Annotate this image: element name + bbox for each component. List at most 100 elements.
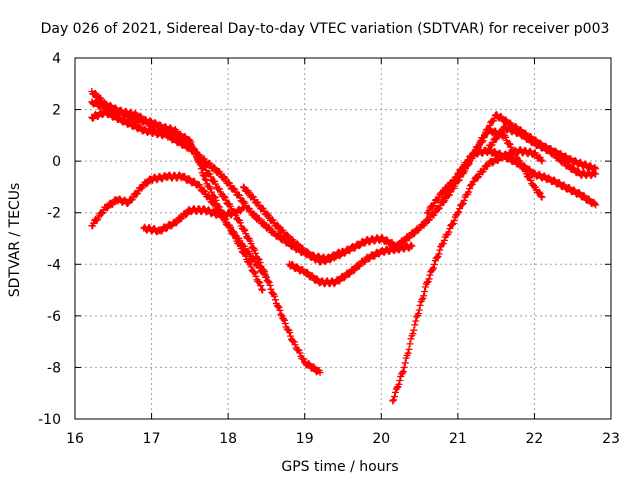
data-point-interp	[449, 179, 457, 187]
y-axis-label: SDTVAR / TECUs	[7, 183, 23, 298]
data-point	[259, 286, 267, 294]
data-point-interp	[249, 254, 257, 262]
data-point-interp	[429, 266, 437, 274]
data-point-interp	[126, 118, 134, 126]
data-point-interp	[230, 227, 238, 235]
data-point-interp	[429, 203, 437, 211]
data-point-interp	[468, 152, 476, 160]
data-point-interp	[199, 171, 207, 179]
data-point-interp	[187, 138, 195, 146]
data-point-interp	[281, 320, 289, 328]
data-point-interp	[391, 388, 399, 396]
data-point-interp	[257, 282, 265, 290]
series-8	[389, 145, 546, 405]
data-point	[201, 175, 209, 183]
data-point-interp	[210, 198, 218, 206]
data-point-interp	[463, 159, 471, 167]
x-axis-label: GPS time / hours	[281, 459, 398, 475]
data-point-interp	[393, 384, 401, 392]
data-point-interp	[240, 198, 248, 206]
data-point-interp	[465, 188, 473, 196]
data-point-interp	[261, 270, 269, 278]
data-point-interp	[251, 246, 259, 254]
data-point-interp	[421, 283, 429, 291]
data-point-interp	[216, 168, 224, 176]
data-point-interp	[241, 227, 249, 235]
data-point-interp	[300, 355, 308, 363]
data-point-interp	[176, 137, 184, 145]
data-point-interp	[220, 192, 228, 200]
data-point-interp	[531, 183, 539, 191]
x-tick-label: 20	[372, 431, 390, 447]
y-tick-label: -2	[47, 206, 61, 222]
data-point-interp	[591, 200, 599, 208]
data-point-interp	[271, 292, 279, 300]
data-point-interp	[315, 367, 323, 374]
data-point-interp	[274, 302, 282, 310]
data-point-interp	[294, 240, 302, 248]
data-point-interp	[250, 210, 258, 218]
data-point-interp	[502, 133, 510, 141]
data-point-interp	[405, 345, 413, 353]
data-point-interp	[448, 220, 456, 228]
data-point-interp	[436, 246, 444, 254]
x-tick-label: 18	[219, 431, 237, 447]
data-point-interp	[420, 221, 428, 229]
data-point-interp	[440, 236, 448, 244]
data-point-interp	[590, 198, 598, 206]
data-point-interp	[404, 349, 412, 357]
x-tick-label: 22	[526, 431, 544, 447]
data-point-interp	[231, 186, 239, 194]
data-point	[239, 183, 247, 191]
data-point-interp	[590, 169, 598, 177]
data-point-interp	[414, 310, 422, 318]
data-point-interp	[399, 367, 407, 375]
data-point	[389, 397, 397, 405]
data-point-interp	[276, 306, 284, 314]
data-point-interp	[479, 137, 487, 145]
data-point-interp	[294, 263, 302, 271]
data-point-interp	[277, 310, 285, 318]
data-point-interp	[267, 285, 275, 293]
data-point-interp	[401, 359, 409, 367]
data-point-interp	[512, 150, 520, 158]
data-point-interp	[200, 155, 208, 163]
y-tick-label: 0	[52, 154, 61, 170]
data-point-interp	[398, 369, 406, 377]
data-point-interp	[591, 163, 599, 171]
data-point-interp	[450, 216, 458, 224]
data-point-interp	[269, 217, 277, 225]
data-point-interp	[350, 267, 358, 275]
data-point-interp	[220, 173, 228, 181]
data-point-interp	[474, 174, 482, 182]
data-point-interp	[250, 268, 258, 276]
data-point-interp	[478, 138, 486, 146]
series-10	[439, 146, 600, 209]
data-point-interp	[266, 281, 274, 289]
data-point-interp	[280, 316, 288, 324]
data-point	[247, 263, 255, 271]
y-tick-label: -8	[47, 360, 61, 376]
data-point-interp	[92, 89, 100, 97]
data-point	[412, 317, 420, 325]
data-point-interp	[286, 329, 294, 337]
data-point-interp	[284, 231, 292, 239]
data-point-interp	[407, 335, 415, 343]
data-point-interp	[258, 285, 266, 293]
data-point-interp	[416, 301, 424, 309]
x-tick-label: 23	[602, 431, 620, 447]
data-point-interp	[230, 184, 238, 192]
data-point-interp	[250, 244, 258, 252]
data-point-interp	[172, 219, 180, 227]
data-point-interp	[430, 211, 438, 219]
x-tick-label: 16	[66, 431, 84, 447]
y-tick-label: -6	[47, 309, 61, 325]
data-point-interp	[255, 278, 263, 286]
chart-title: Day 026 of 2021, Sidereal Day-to-day VTE…	[41, 21, 610, 37]
data-point-interp	[443, 191, 451, 199]
grid-lines	[75, 58, 611, 419]
x-tick-label: 19	[296, 431, 314, 447]
data-point-interp	[525, 134, 533, 142]
data-point-interp	[291, 341, 299, 349]
series-7	[285, 241, 416, 288]
